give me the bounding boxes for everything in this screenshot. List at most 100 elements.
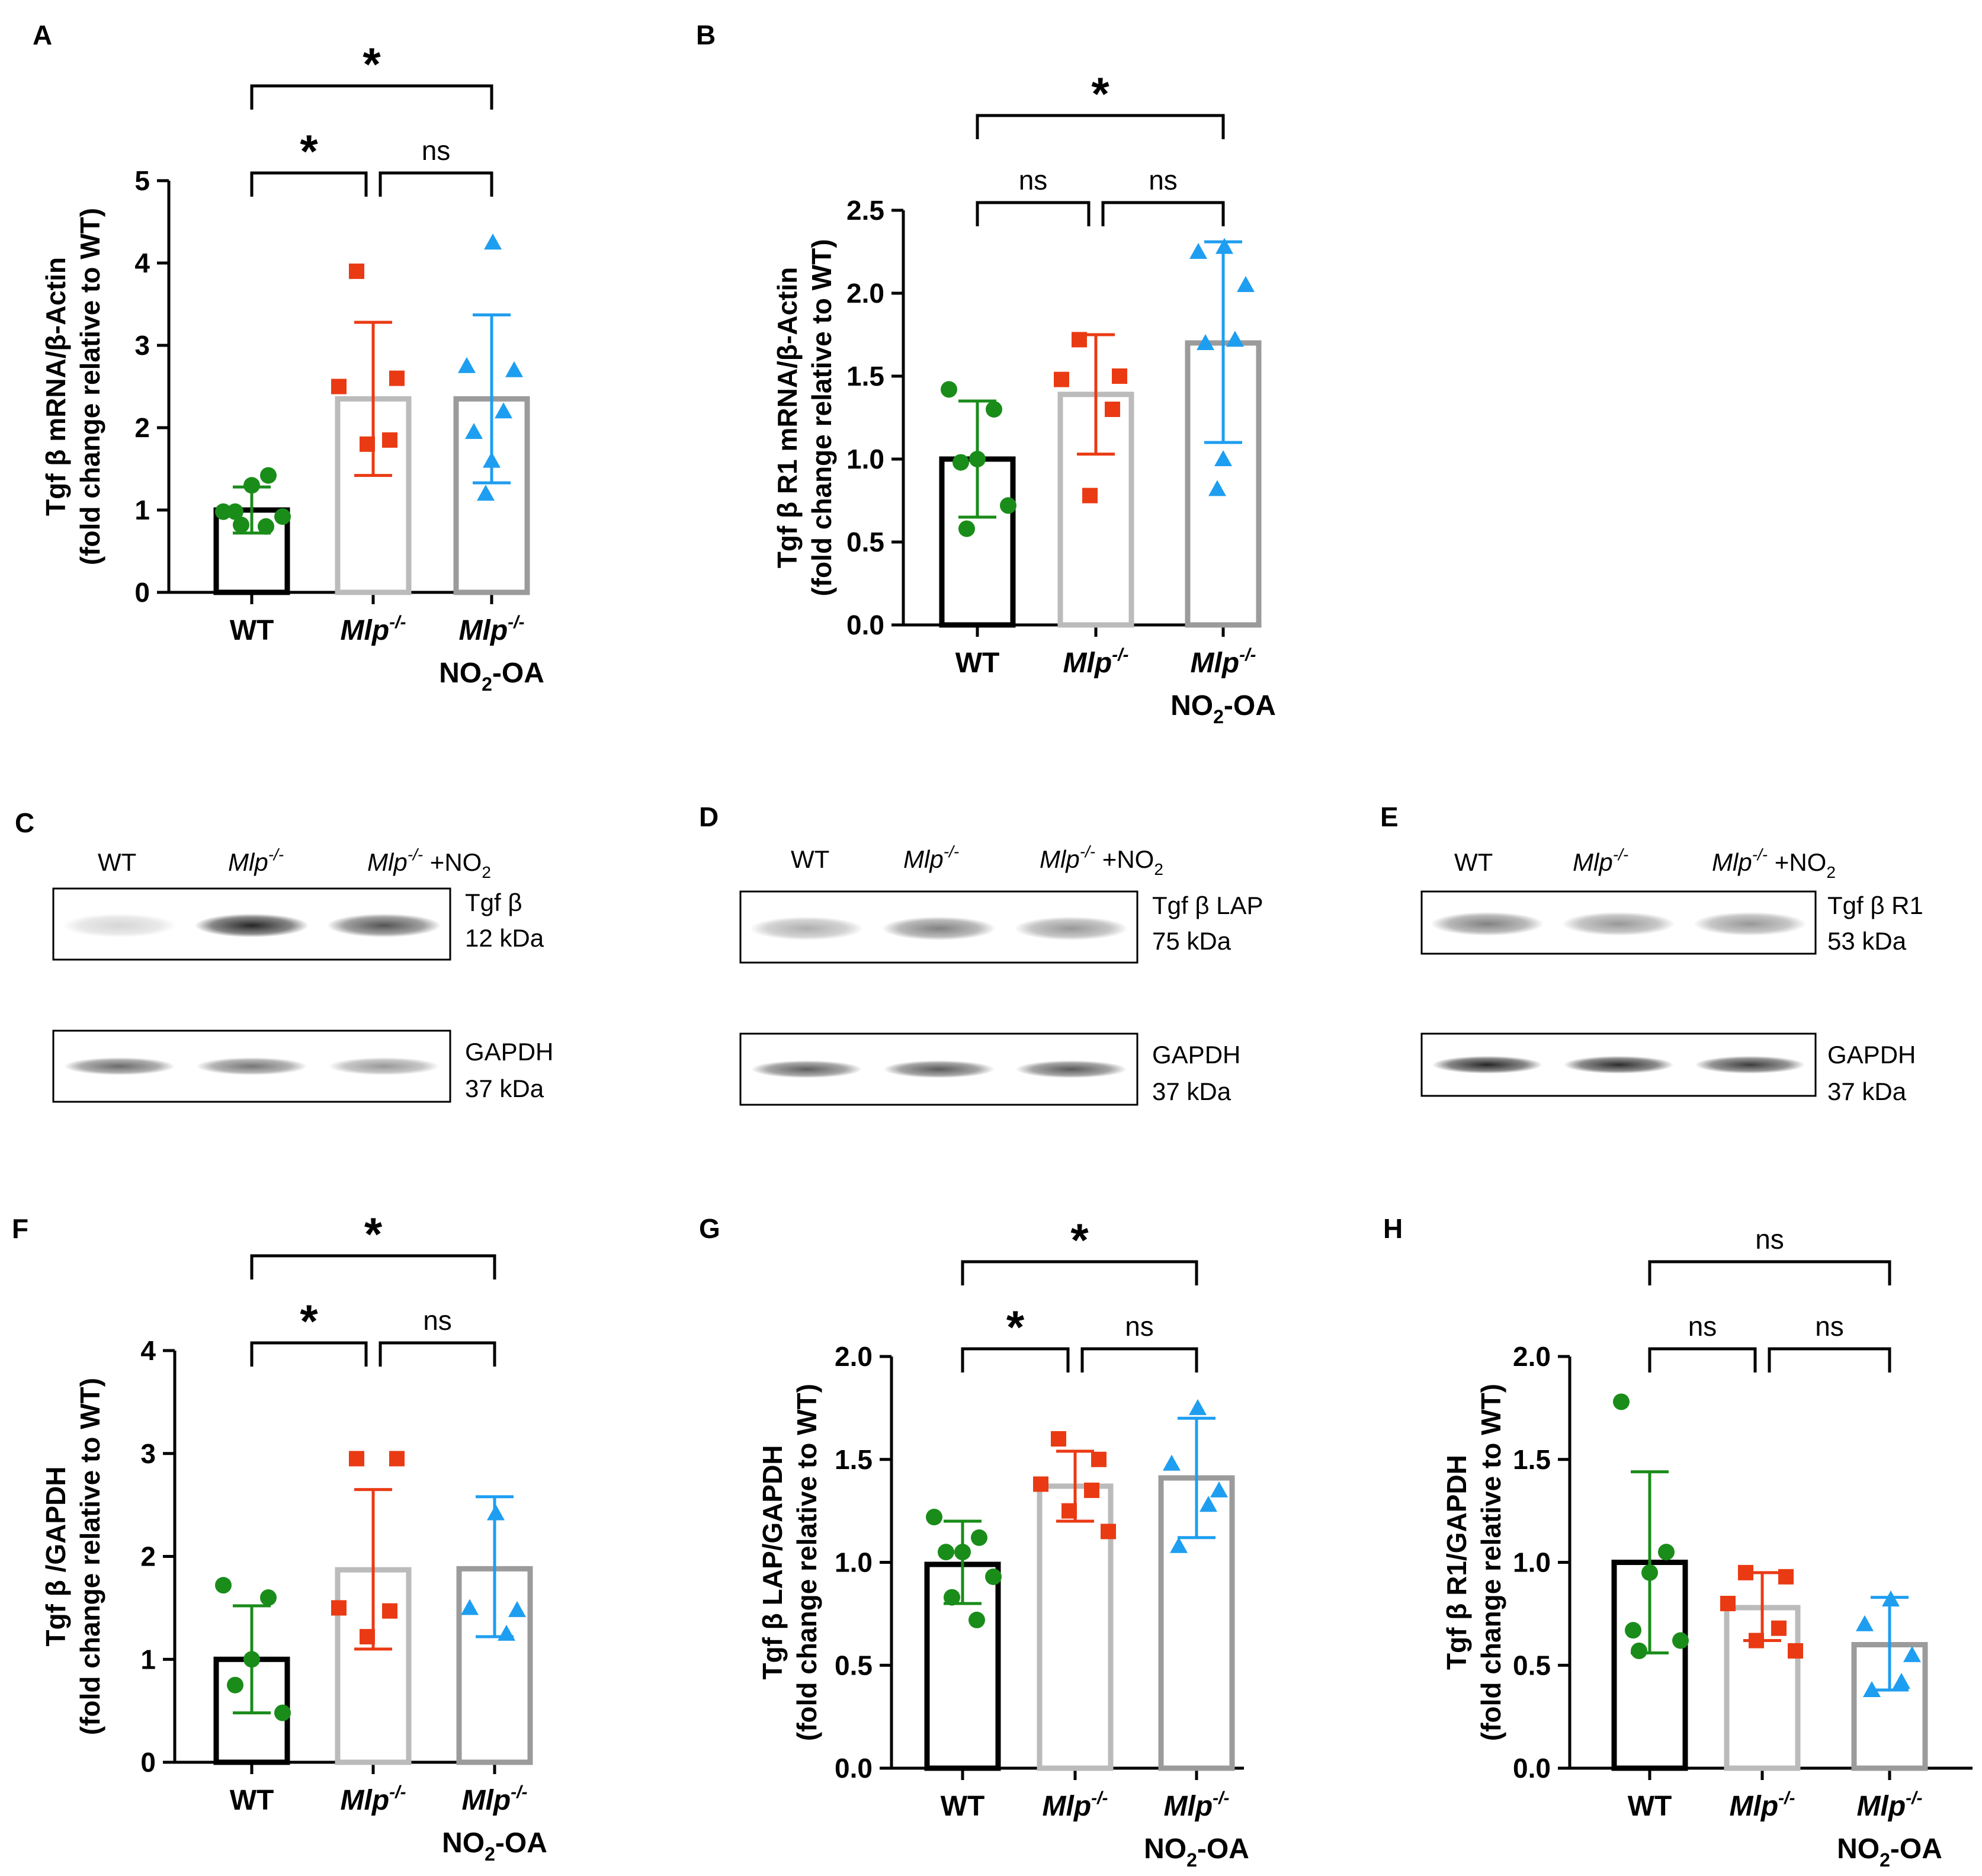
significance-label: ns: [1815, 1311, 1844, 1342]
data-point: [1903, 1646, 1921, 1662]
x-tick-label: NO2-OA: [442, 1827, 547, 1865]
y-tick-label: 1.0: [1513, 1547, 1551, 1578]
significance-bracket: [250, 1254, 496, 1279]
data-point: [1082, 488, 1098, 504]
data-point: [971, 1529, 987, 1546]
significance-bracket: [1101, 201, 1225, 226]
y-tick-label: 1.5: [1513, 1444, 1551, 1475]
data-point: [1210, 1481, 1228, 1497]
significance-bracket: [961, 1260, 1198, 1285]
blot-band: [749, 916, 864, 941]
x-tick-label: WT: [955, 647, 1000, 679]
significance-label: ns: [1125, 1311, 1154, 1342]
data-point: [1163, 1454, 1181, 1471]
data-point: [1091, 1451, 1107, 1467]
significance-bracket: [976, 201, 1091, 226]
y-axis-label: (fold change relative to WT): [791, 1384, 822, 1741]
data-point: [274, 508, 291, 525]
blot-control-label: GAPDH: [1152, 1041, 1240, 1069]
data-point: [465, 422, 483, 439]
x-tick-label: Mlp-/-: [1191, 645, 1256, 679]
panel-letter-B: B: [696, 20, 716, 50]
data-point: [215, 503, 232, 520]
data-point: [1720, 1596, 1736, 1611]
data-point: [1631, 1642, 1647, 1659]
data-point: [1051, 1431, 1066, 1447]
significance-bracket: [1080, 1347, 1198, 1372]
data-point: [260, 467, 277, 484]
data-point: [382, 432, 397, 448]
x-tick-label: Mlp-/-: [1730, 1788, 1795, 1822]
blot-band: [883, 1060, 995, 1078]
blot-band: [196, 1057, 307, 1075]
significance-label: *: [1091, 68, 1109, 120]
data-point: [1101, 1524, 1116, 1540]
blot-band: [1014, 916, 1128, 941]
y-tick-label: 3: [134, 330, 150, 361]
data-point: [233, 517, 249, 534]
y-axis-label: (fold change relative to WT): [1476, 1384, 1506, 1741]
data-point: [389, 1451, 405, 1467]
data-point: [227, 503, 243, 520]
data-point: [1084, 1482, 1099, 1498]
panel-letter-D: D: [699, 801, 719, 832]
data-point: [1658, 1544, 1675, 1561]
y-tick-label: 2.5: [846, 195, 884, 226]
data-point: [1788, 1643, 1803, 1659]
y-tick-label: 1.0: [835, 1547, 873, 1578]
blot-band: [194, 913, 309, 938]
data-point: [227, 1676, 243, 1694]
significance-bracket: [976, 114, 1225, 139]
chart-panel-F: 0 1 2 3 4 Tgf β /GAPDH (fold change relative t…: [40, 1208, 547, 1865]
y-tick-label: 0.5: [835, 1650, 873, 1681]
bar: [1037, 1483, 1114, 1771]
data-point: [1000, 497, 1016, 514]
y-axis-label: Tgf β R1 mRNA/β-Actin: [772, 267, 803, 568]
data-point: [1893, 1673, 1910, 1689]
data-point: [1170, 1537, 1188, 1553]
blot-panel-D: WT Mlp-/- Mlp-/- +NO2 Tgf β LAP 75 kDa GAPDH 3…: [739, 842, 1263, 1106]
blot-target-kda: 53 kDa: [1827, 927, 1907, 955]
blot-band: [63, 1057, 175, 1075]
lane-label: WT: [98, 848, 136, 876]
x-tick-label: Mlp-/-: [1043, 1788, 1108, 1822]
data-point: [505, 361, 523, 377]
data-point: [1112, 368, 1127, 384]
data-point: [389, 370, 405, 386]
data-point: [1189, 1399, 1207, 1415]
y-tick-label: 1: [140, 1644, 156, 1675]
significance-bracket: [1768, 1347, 1891, 1372]
blot-band: [1431, 912, 1544, 936]
chart-panel-G: 0.0 0.5 1.0 1.5 2.0 Tgf β LAP/GAPDH (fold chan…: [757, 1214, 1249, 1871]
chart-panel-B: 0.0 0.5 1.0 1.5 2.0 2.5 Tgf β R1 mRNA/β-Actin(…: [772, 68, 1276, 727]
data-point: [498, 1624, 515, 1641]
y-tick-label: 1.0: [846, 444, 884, 474]
significance-bracket: [250, 171, 368, 197]
y-axis-label: (fold change relative to WT): [75, 1378, 105, 1735]
x-tick-label: NO2-OA: [1837, 1833, 1942, 1871]
data-point: [958, 520, 975, 537]
significance-bracket: [379, 1341, 496, 1367]
blot-target-kda: 12 kDa: [465, 924, 544, 952]
lane-label: Mlp-/- +NO2: [1040, 842, 1163, 878]
panel-letter-G: G: [699, 1213, 720, 1244]
significance-label: ns: [1019, 165, 1048, 195]
data-point: [484, 233, 502, 250]
significance-label: *: [364, 1208, 383, 1260]
significance-bracket: [250, 84, 493, 110]
significance-label: ns: [422, 135, 451, 166]
blot-control-kda: 37 kDa: [1827, 1078, 1907, 1105]
significance-bracket: [250, 1341, 368, 1367]
blot-panel-E: WT Mlp-/- Mlp-/- +NO2 Tgf β R1 53 kDa GAPDH 37…: [1420, 845, 1923, 1105]
panel-letter-F: F: [12, 1213, 28, 1244]
data-point: [968, 1611, 985, 1628]
significance-label: *: [1006, 1301, 1025, 1353]
data-point: [1226, 331, 1244, 347]
data-point: [926, 1509, 942, 1526]
x-tick-label: Mlp-/-: [341, 612, 406, 646]
significance-bracket: [1648, 1347, 1757, 1372]
y-axis-label: Tgf β mRNA/β-Actin: [40, 257, 71, 516]
lane-label: Mlp-/- +NO2: [367, 845, 491, 881]
data-point: [1189, 243, 1207, 259]
